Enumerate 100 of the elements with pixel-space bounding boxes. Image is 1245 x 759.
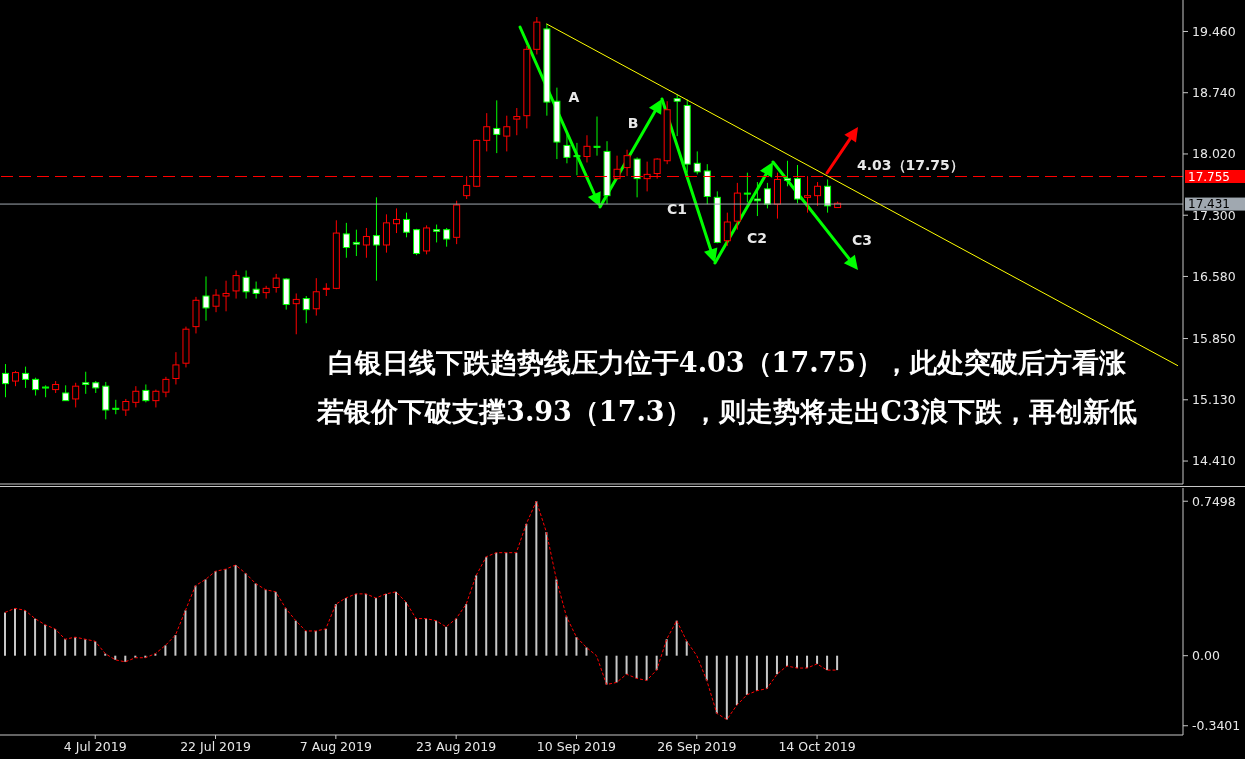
y-tick-label: 18.740 [1192, 85, 1236, 101]
bar [765, 655, 768, 689]
bar [364, 593, 367, 656]
bar [515, 552, 518, 656]
candlestick [372, 196, 380, 282]
candlestick [693, 150, 701, 175]
candlestick [342, 222, 350, 259]
bar [354, 593, 357, 656]
bar [425, 618, 428, 656]
x-tick-label: 7 Aug 2019 [299, 738, 372, 754]
bar [455, 618, 458, 656]
bar [224, 569, 227, 656]
candlestick [623, 149, 631, 177]
candlestick [503, 115, 511, 152]
bar [124, 655, 127, 662]
bar [435, 620, 438, 656]
annotation: 白银日线下跌趋势线压力位于4.03（17.75），此处突破后方看涨 [327, 346, 1128, 378]
y-tick-label: 15.850 [1192, 330, 1236, 346]
candlestick [352, 229, 360, 257]
bar [495, 552, 498, 656]
bar [545, 532, 548, 656]
bar [485, 556, 488, 656]
bar [174, 635, 177, 656]
candlestick [814, 181, 822, 207]
candlestick [292, 292, 300, 335]
bar [24, 610, 27, 656]
candlestick [72, 382, 80, 408]
y-tick-label: 18.020 [1192, 146, 1236, 162]
candlestick [763, 182, 771, 209]
bar [755, 655, 758, 691]
annotation: A [568, 89, 580, 105]
candlestick [583, 134, 591, 163]
bar [264, 589, 267, 656]
candlestick [593, 116, 601, 157]
bar [735, 655, 738, 706]
bar [4, 612, 6, 656]
bar [635, 655, 638, 679]
candlestick [423, 224, 431, 255]
bar [34, 618, 37, 656]
candlestick [463, 175, 471, 200]
candlestick [172, 351, 180, 385]
bar [826, 655, 829, 671]
bar [74, 637, 77, 656]
bar [184, 610, 187, 656]
bar [665, 639, 668, 656]
y-tick-label: 14.410 [1192, 453, 1236, 469]
candlestick [252, 281, 260, 300]
bar [344, 598, 347, 656]
bar [565, 616, 568, 656]
candlestick [633, 156, 641, 198]
candlestick [242, 270, 250, 300]
candlestick [162, 376, 170, 398]
bar [114, 655, 117, 660]
annotation: 若银价下破支撑3.93（17.3），则走势将走出C3浪下跌，再创新低 [316, 395, 1137, 427]
candlestick [132, 385, 140, 408]
x-tick-label: 14 Oct 2019 [778, 738, 856, 754]
bar [44, 624, 47, 656]
candlestick [513, 107, 521, 136]
annotation: C3 [851, 232, 873, 248]
bar [585, 647, 588, 656]
bar [675, 620, 678, 656]
bar [415, 618, 418, 656]
candlestick [22, 366, 30, 389]
y-tick-label: 16.580 [1192, 268, 1236, 284]
candlestick [443, 227, 451, 248]
bar [164, 645, 167, 656]
bar [204, 579, 207, 656]
bar [555, 579, 558, 656]
bar [745, 655, 748, 695]
bar [535, 501, 538, 656]
bar [575, 637, 578, 656]
candlestick [302, 295, 310, 324]
bar [445, 626, 448, 656]
y-tick-label: 19.460 [1192, 23, 1236, 39]
candlestick [403, 212, 411, 238]
candlestick [202, 275, 210, 322]
bar [254, 583, 257, 656]
candlestick [804, 175, 812, 214]
bar [384, 593, 387, 656]
candlestick [673, 93, 681, 137]
bar [525, 523, 528, 656]
candlestick [413, 228, 421, 256]
bar [14, 608, 17, 656]
bar [505, 552, 508, 656]
x-tick-label: 22 Jul 2019 [180, 738, 251, 754]
y-tick-label: 0.7498 [1192, 493, 1236, 509]
candlestick [573, 142, 581, 176]
y-tick-label: 0.00 [1192, 648, 1220, 664]
bar [304, 630, 307, 656]
line-series [4, 500, 838, 721]
bar [475, 575, 478, 656]
x-tick-label: 10 Sep 2019 [536, 738, 617, 754]
bar [685, 641, 688, 656]
y-tick-label: -0.3401 [1192, 718, 1241, 734]
bar [785, 655, 788, 666]
candlestick [753, 181, 761, 217]
bar [625, 655, 628, 675]
candlestick [2, 363, 9, 398]
bar [334, 604, 337, 656]
bar [64, 639, 67, 656]
